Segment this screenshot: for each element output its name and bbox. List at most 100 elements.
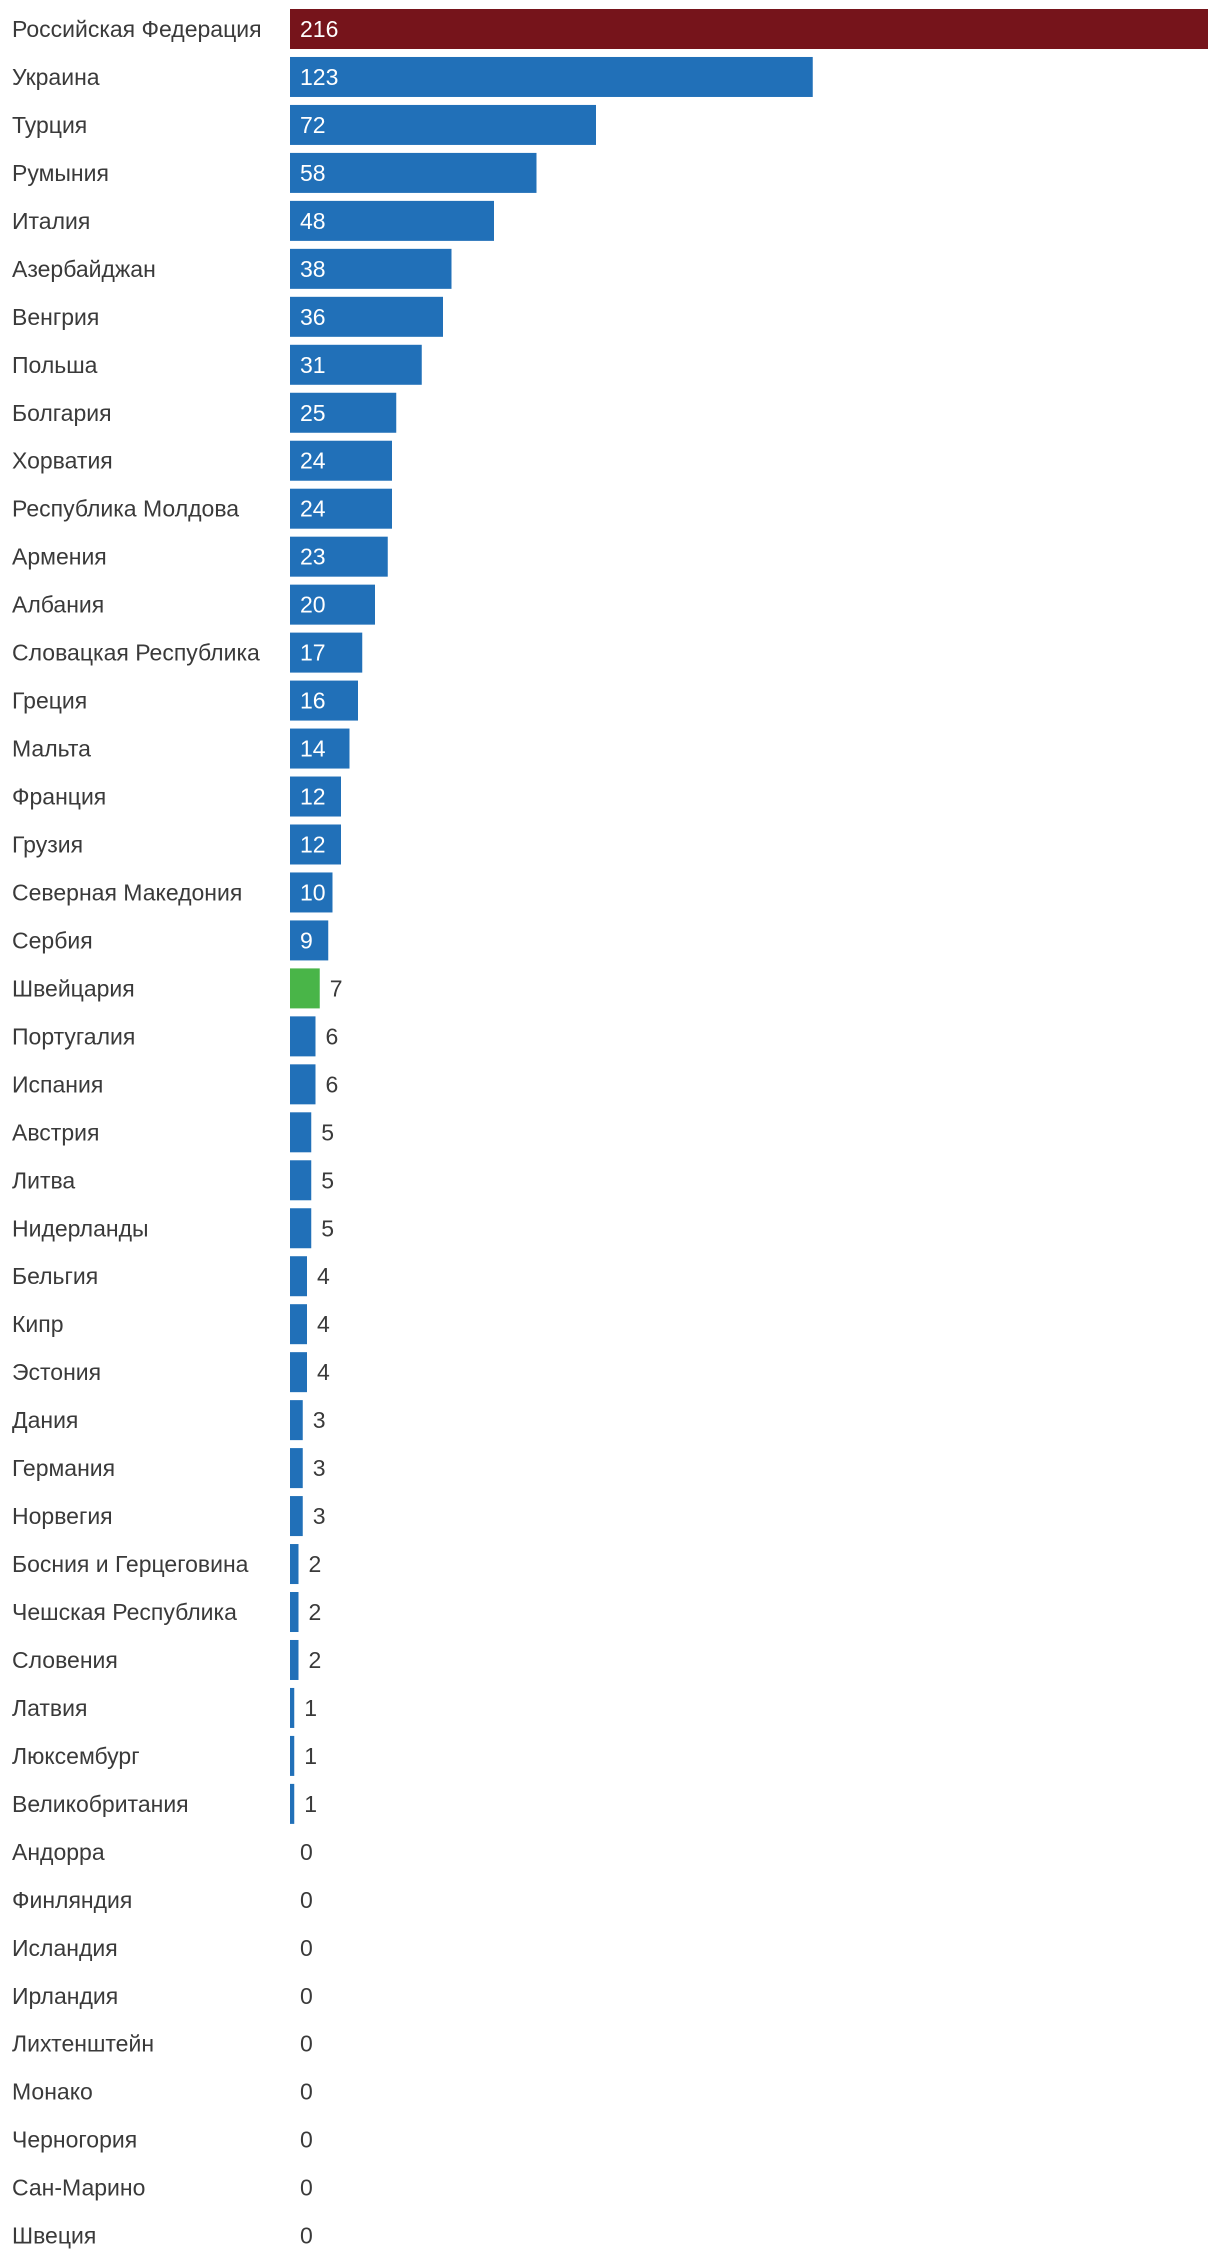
bar bbox=[290, 1783, 295, 1824]
category-label: Люксембург bbox=[12, 1743, 140, 1769]
bar bbox=[290, 584, 375, 625]
category-label: Франция bbox=[12, 784, 106, 810]
bar bbox=[290, 920, 329, 961]
category-label: Лихтенштейн bbox=[12, 2031, 154, 2057]
value-label: 24 bbox=[300, 496, 326, 522]
bar bbox=[290, 344, 422, 385]
bar bbox=[290, 776, 341, 817]
value-label: 10 bbox=[300, 879, 326, 905]
category-label: Словения bbox=[12, 1647, 118, 1673]
category-label: Мальта bbox=[12, 736, 91, 762]
category-label: Литва bbox=[12, 1167, 75, 1193]
bar bbox=[290, 1448, 303, 1489]
category-label: Нидерланды bbox=[12, 1215, 149, 1241]
value-label: 1 bbox=[304, 1791, 317, 1817]
value-label: 25 bbox=[300, 400, 326, 426]
value-label: 31 bbox=[300, 352, 326, 378]
value-label: 5 bbox=[321, 1119, 334, 1145]
bar bbox=[290, 1064, 316, 1105]
value-label: 20 bbox=[300, 592, 326, 618]
value-label: 9 bbox=[300, 927, 313, 953]
category-label: Украина bbox=[12, 64, 100, 90]
value-label: 0 bbox=[300, 1935, 313, 1961]
bar bbox=[290, 968, 320, 1009]
category-label: Монако bbox=[12, 2079, 93, 2105]
value-label: 5 bbox=[321, 1215, 334, 1241]
value-label: 0 bbox=[300, 1887, 313, 1913]
category-label: Польша bbox=[12, 352, 98, 378]
category-label: Италия bbox=[12, 208, 90, 234]
bar bbox=[290, 9, 1208, 49]
value-label: 2 bbox=[309, 1551, 322, 1577]
category-label: Испания bbox=[12, 1071, 103, 1097]
bar bbox=[290, 1639, 299, 1680]
value-label: 0 bbox=[300, 2031, 313, 2057]
value-label: 36 bbox=[300, 304, 326, 330]
category-label: Венгрия bbox=[12, 304, 99, 330]
bar bbox=[290, 152, 537, 193]
value-label: 0 bbox=[300, 1839, 313, 1865]
bar bbox=[290, 488, 392, 529]
bar bbox=[290, 632, 363, 673]
bar bbox=[290, 1544, 299, 1585]
value-label: 14 bbox=[300, 736, 326, 762]
category-label: Латвия bbox=[12, 1695, 87, 1721]
value-label: 123 bbox=[300, 64, 338, 90]
category-label: Чешская Республика bbox=[12, 1599, 237, 1625]
value-label: 7 bbox=[330, 975, 343, 1001]
value-label: 3 bbox=[313, 1503, 326, 1529]
category-label: Португалия bbox=[12, 1023, 135, 1049]
category-label: Российская Федерация bbox=[12, 16, 262, 42]
category-label: Болгария bbox=[12, 400, 112, 426]
category-label: Румыния bbox=[12, 160, 109, 186]
category-label: Германия bbox=[12, 1455, 115, 1481]
category-label: Эстония bbox=[12, 1359, 101, 1385]
value-label: 48 bbox=[300, 208, 326, 234]
category-label: Австрия bbox=[12, 1119, 99, 1145]
bar bbox=[290, 200, 494, 241]
value-label: 4 bbox=[317, 1359, 330, 1385]
category-label: Словацкая Республика bbox=[12, 640, 260, 666]
category-label: Дания bbox=[12, 1407, 78, 1433]
bar bbox=[290, 1352, 307, 1393]
category-label: Андорра bbox=[12, 1839, 105, 1865]
category-label: Швейцария bbox=[12, 975, 135, 1001]
value-label: 3 bbox=[313, 1455, 326, 1481]
category-label: Армения bbox=[12, 544, 107, 570]
category-label: Грузия bbox=[12, 831, 83, 857]
category-label: Бельгия bbox=[12, 1263, 98, 1289]
value-label: 0 bbox=[300, 2175, 313, 2201]
bar bbox=[290, 392, 397, 433]
value-label: 16 bbox=[300, 688, 326, 714]
value-label: 0 bbox=[300, 2223, 313, 2249]
bar bbox=[290, 536, 388, 577]
bar bbox=[290, 248, 452, 289]
value-label: 5 bbox=[321, 1167, 334, 1193]
bar bbox=[290, 296, 443, 337]
bar bbox=[290, 1496, 303, 1537]
value-label: 38 bbox=[300, 256, 326, 282]
bar bbox=[290, 872, 333, 913]
value-label: 2 bbox=[309, 1647, 322, 1673]
bar bbox=[290, 1400, 303, 1441]
value-label: 72 bbox=[300, 112, 326, 138]
bar bbox=[290, 104, 596, 145]
category-label: Сан-Марино bbox=[12, 2175, 145, 2201]
bar bbox=[290, 1592, 299, 1633]
bar bbox=[290, 1016, 316, 1057]
value-label: 216 bbox=[300, 16, 338, 42]
bar bbox=[290, 824, 341, 865]
value-label: 23 bbox=[300, 544, 326, 570]
value-label: 1 bbox=[304, 1695, 317, 1721]
category-label: Норвегия bbox=[12, 1503, 113, 1529]
category-label: Греция bbox=[12, 688, 87, 714]
category-label: Исландия bbox=[12, 1935, 118, 1961]
bar bbox=[290, 1256, 307, 1297]
category-label: Кипр bbox=[12, 1311, 64, 1337]
bar bbox=[290, 1112, 312, 1153]
category-label: Турция bbox=[12, 112, 87, 138]
value-label: 17 bbox=[300, 640, 326, 666]
value-label: 6 bbox=[326, 1071, 339, 1097]
